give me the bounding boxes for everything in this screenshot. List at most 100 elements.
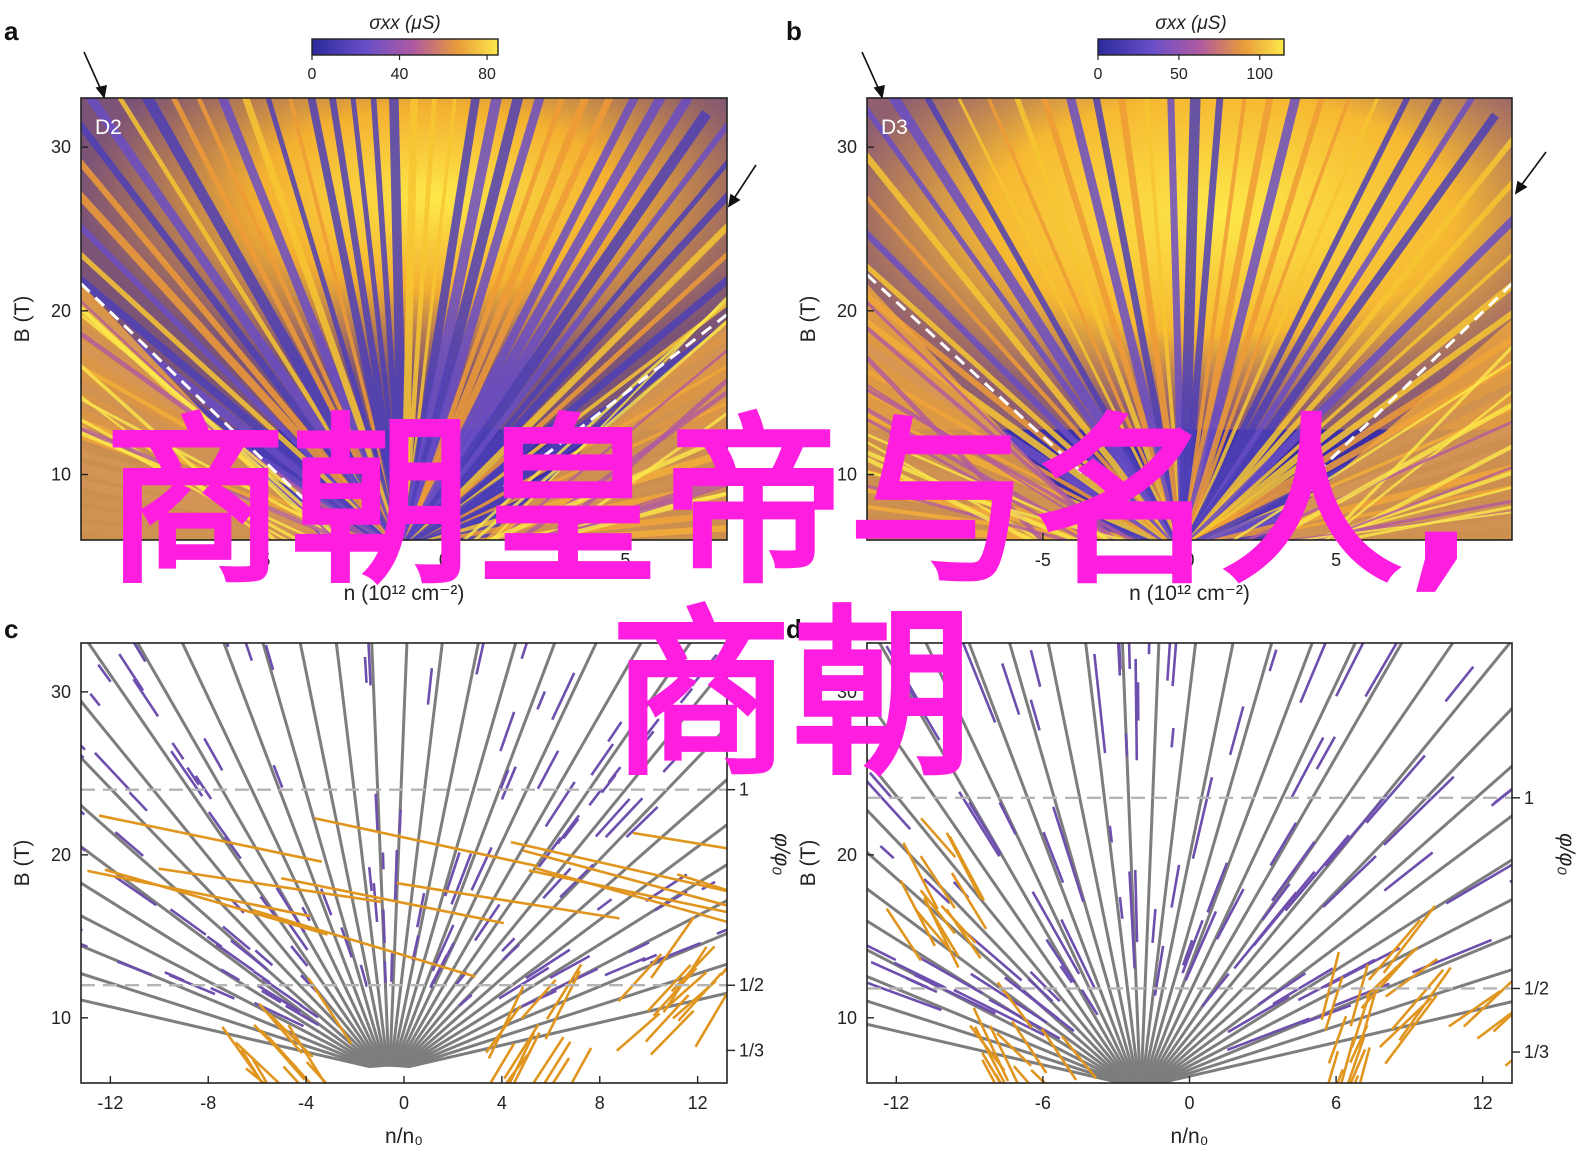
hofstadter-segment [867, 779, 912, 830]
heatmap-side-streak [81, 308, 345, 540]
hofstadter-segment [89, 693, 101, 707]
colorbar-label: σxx (μS) [369, 13, 440, 34]
heatmap-streak [1184, 112, 1499, 540]
hofstadter-segment [1029, 649, 1042, 688]
heatmap-side-streak [485, 434, 727, 540]
hofstadter-segment [801, 807, 817, 817]
landau-level-line [81, 998, 371, 1069]
heatmap-streak [81, 251, 397, 540]
side-state-segment [1336, 1068, 1345, 1083]
heatmap-streak [1182, 98, 1247, 540]
x-tick-label: -12 [883, 1093, 909, 1113]
x-tick-label: -4 [298, 1093, 314, 1113]
hofstadter-segment [1166, 643, 1172, 681]
side-state-segment [923, 896, 960, 969]
hofstadter-segment [998, 801, 1017, 835]
side-state-segment [545, 963, 583, 1020]
y-tick-label: 30 [837, 137, 857, 157]
hofstadter-segment [690, 653, 718, 687]
hofstadter-segment [1134, 658, 1139, 761]
hofstadter-segment [1444, 665, 1475, 703]
x-axis-label: n (10¹² cm⁻²) [344, 582, 465, 605]
heatmap-streak [1167, 98, 1187, 540]
side-state-segment [1327, 1015, 1348, 1064]
hofstadter-segment [132, 643, 147, 663]
side-state-segment [570, 1047, 593, 1083]
landau-level-line [81, 944, 373, 1069]
landau-level-line [407, 962, 727, 1069]
x-tick-label: -8 [200, 1093, 216, 1113]
heatmap-streak [1014, 98, 1183, 540]
hofstadter-segment [220, 968, 241, 982]
landau-level-line [391, 643, 518, 1068]
heatmap-streak [409, 222, 727, 540]
hofstadter-segment [215, 943, 255, 972]
side-state-segment [615, 1012, 661, 1052]
hofstadter-segment [393, 849, 399, 903]
landau-level-line [1145, 643, 1357, 1083]
landau-level-line [388, 643, 409, 1067]
side-state-segment [646, 964, 692, 1012]
heatmap-streak [1184, 98, 1352, 540]
side-state-segment [234, 1041, 280, 1083]
y-tick-label: 10 [51, 465, 71, 485]
side-state-segment [1367, 919, 1422, 981]
panel-c-line-plot: -12 -8 -4 0 4 8 12 10 20 30 n/n₀ B (T) 1 1/2 1/3 φ/φ₀ [0, 642, 817, 1148]
heatmap-streak [265, 98, 404, 540]
hofstadter-segment [662, 753, 681, 773]
landau-level-line [370, 643, 391, 1067]
landau-level-line [399, 725, 727, 1068]
side-state-segment [652, 967, 698, 1017]
plot-frame [866, 97, 1513, 541]
landau-level-line [867, 696, 1134, 1083]
heatmap-side-streak [867, 326, 1119, 540]
hofstadter-segment [1322, 855, 1377, 908]
hofstadter-segment [631, 718, 660, 754]
heatmap-streak [400, 98, 418, 540]
hofstadter-segment [1215, 888, 1245, 940]
hofstadter-segment [97, 663, 112, 683]
hofstadter-segment [426, 667, 434, 705]
y-tick-label: 10 [837, 465, 857, 485]
hofstadter-segment [383, 961, 387, 983]
landau-level-line [1008, 643, 1138, 1083]
hofstadter-segment [0, 802, 20, 815]
hofstadter-segment [390, 953, 394, 982]
heatmap-streak [867, 194, 1177, 540]
hofstadter-segment [917, 955, 984, 995]
heatmap-streak [1180, 98, 1301, 540]
heatmap-streak [288, 98, 404, 540]
heatmap-streak [403, 98, 590, 540]
landau-level-line [401, 822, 727, 1068]
heatmap-streak [81, 275, 399, 540]
hofstadter-segment [867, 944, 897, 962]
y-axis-label: B (T) [11, 296, 34, 343]
hofstadter-segment [224, 835, 242, 860]
heatmap-streak [1092, 98, 1185, 540]
heatmap-streak [389, 98, 409, 540]
side-state-segment [267, 1036, 312, 1083]
heatmap-streak [1040, 98, 1184, 540]
hofstadter-segment [398, 809, 402, 833]
side-state-segment [510, 840, 727, 893]
side-state-segment [1448, 990, 1501, 1028]
side-state-segment [670, 945, 716, 993]
hofstadter-segment [588, 788, 603, 807]
hofstadter-segment [1181, 939, 1194, 966]
hofstadter-segment [639, 730, 655, 749]
heatmap-streak [888, 98, 1183, 540]
landau-level-line [81, 914, 375, 1069]
y-tick-label: 30 [51, 137, 71, 157]
hofstadter-segment [1093, 653, 1107, 754]
hofstadter-segment [498, 769, 510, 792]
hofstadter-segment [1181, 919, 1204, 974]
x-tick-label: -5 [1035, 550, 1051, 570]
hofstadter-segment [443, 852, 461, 897]
hofstadter-segment [286, 921, 309, 951]
hofstadter-segment [1324, 794, 1388, 868]
side-state-segment [694, 991, 727, 1048]
side-state-segment [544, 970, 581, 1040]
heatmap-side-streak [1265, 402, 1512, 540]
hofstadter-segment [520, 643, 529, 660]
